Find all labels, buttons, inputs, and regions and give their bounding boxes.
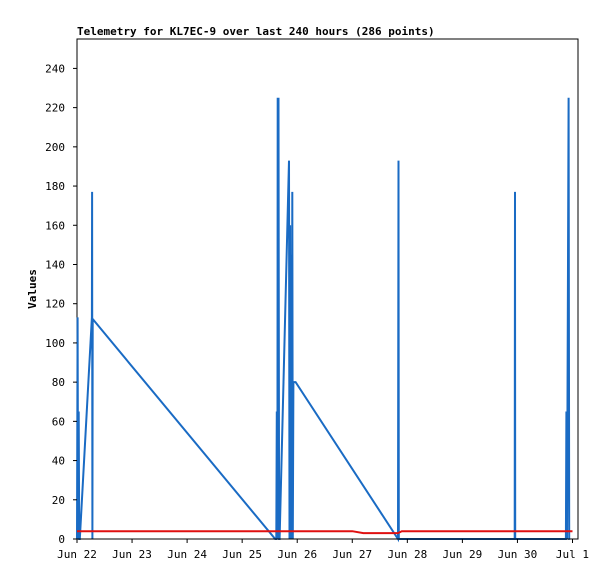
y-axis-label: Values [26, 269, 39, 309]
y-axis: 0 20 40 60 80 100 120 140 160 180 200 220 240 [45, 62, 77, 546]
x-tick-label: Jun 27 [332, 548, 372, 561]
y-tick-label: 220 [45, 102, 65, 115]
y-tick-label: 180 [45, 180, 65, 193]
y-tick-label: 240 [45, 62, 65, 75]
x-axis: Jun 22 Jun 23 Jun 24 Jun 25 Jun 26 Jun 27 Jun … [57, 539, 589, 561]
x-tick-label: Jun 23 [112, 548, 152, 561]
y-tick-label: 160 [45, 219, 65, 232]
x-tick-label: Jun 29 [443, 548, 483, 561]
x-tick-label: Jun 22 [57, 548, 97, 561]
x-tick-label: Jun 25 [222, 548, 262, 561]
x-tick-label: Jun 26 [277, 548, 317, 561]
y-tick-label: 0 [58, 533, 65, 546]
x-tick-label: Jul 1 [556, 548, 589, 561]
x-tick-label: Jun 30 [498, 548, 538, 561]
chart-title: Telemetry for KL7EC-9 over last 240 hour… [77, 25, 435, 38]
y-tick-label: 80 [52, 376, 65, 389]
x-tick-label: Jun 28 [387, 548, 427, 561]
series-group [76, 97, 578, 543]
y-tick-label: 200 [45, 141, 65, 154]
y-tick-label: 20 [52, 494, 65, 507]
x-tick-label: Jun 24 [167, 548, 207, 561]
y-tick-label: 120 [45, 298, 65, 311]
series-line-1 [76, 97, 571, 543]
series-line-2 [77, 530, 573, 535]
y-tick-label: 140 [45, 258, 65, 271]
y-tick-label: 60 [52, 415, 65, 428]
y-tick-label: 40 [52, 455, 65, 468]
y-tick-label: 100 [45, 337, 65, 350]
